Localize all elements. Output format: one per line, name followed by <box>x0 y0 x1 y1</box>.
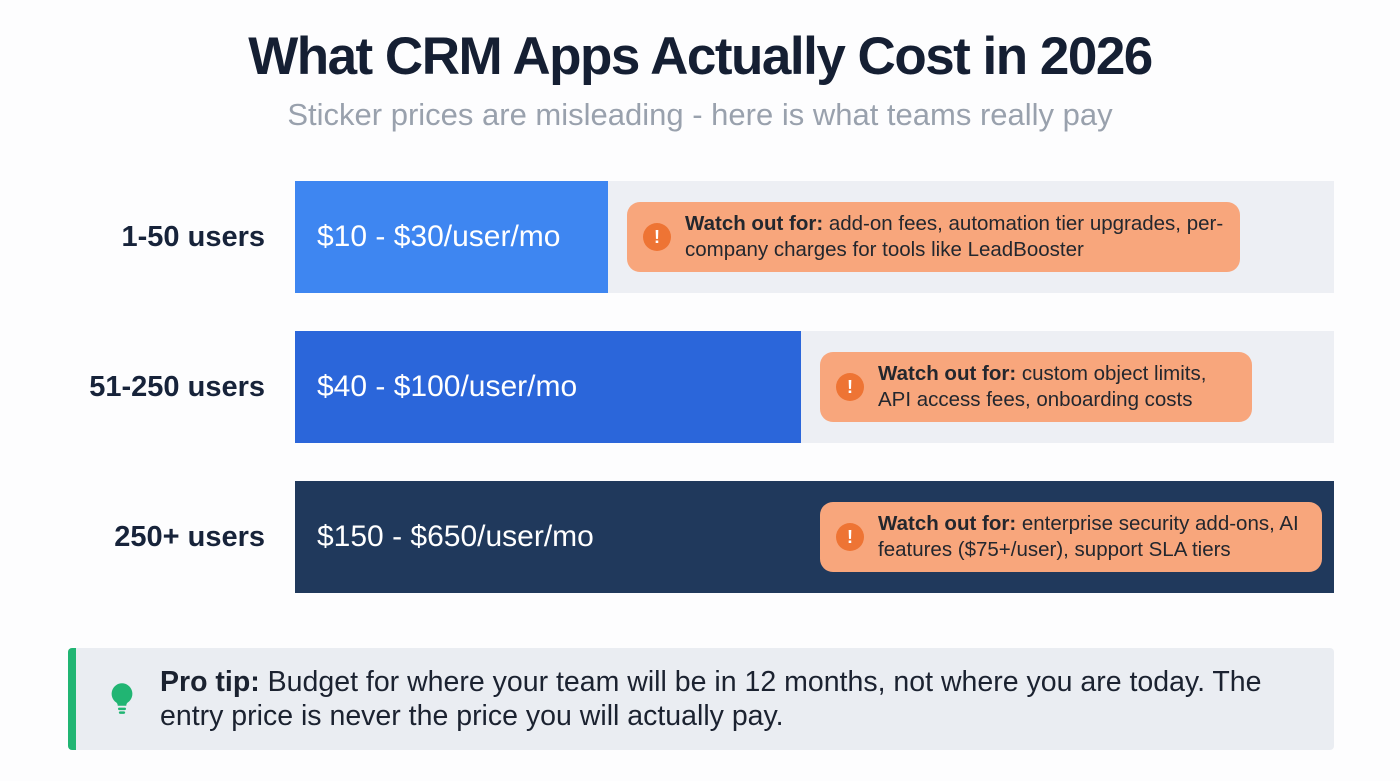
pro-tip-prefix: Pro tip: <box>160 666 260 698</box>
price-bar: $40 - $100/user/mo <box>295 331 801 443</box>
bar-track: $10 - $30/user/mo ! Watch out for: add-o… <box>295 181 1334 293</box>
warning-icon: ! <box>643 223 671 251</box>
lightbulb-icon <box>111 683 133 714</box>
price-range-label: $150 - $650/user/mo <box>317 520 594 553</box>
warning-callout: ! Watch out for: enterprise security add… <box>820 502 1322 572</box>
price-range-label: $40 - $100/user/mo <box>317 370 578 403</box>
warning-icon: ! <box>836 373 864 401</box>
row-label: 250+ users <box>114 520 265 553</box>
warning-prefix: Watch out for: <box>685 212 824 235</box>
pro-tip-text: Pro tip: Budget for where your team will… <box>160 665 1294 733</box>
pricing-row-large-team: 250+ users $150 - $650/user/mo ! Watch o… <box>0 481 1400 593</box>
price-range-label: $10 - $30/user/mo <box>317 220 561 253</box>
row-label: 51-250 users <box>89 370 265 403</box>
pricing-rows: 1-50 users $10 - $30/user/mo ! Watch out… <box>0 181 1400 593</box>
pricing-row-small-team: 1-50 users $10 - $30/user/mo ! Watch out… <box>0 181 1400 293</box>
row-label: 1-50 users <box>121 220 266 253</box>
warning-text: Watch out for: custom object limits, API… <box>878 361 1236 413</box>
price-bar: $10 - $30/user/mo <box>295 181 608 293</box>
page-subtitle: Sticker prices are misleading - here is … <box>287 97 1113 132</box>
warning-body: add-on fees, automation tier upgrades, p… <box>685 212 1224 261</box>
warning-body: custom object limits, API access fees, o… <box>878 362 1207 411</box>
pro-tip-body: Budget for where your team will be in 12… <box>160 666 1262 732</box>
warning-text: Watch out for: enterprise security add-o… <box>878 511 1306 563</box>
warning-callout: ! Watch out for: custom object limits, A… <box>820 352 1252 422</box>
warning-prefix: Watch out for: <box>878 512 1017 535</box>
warning-callout: ! Watch out for: add-on fees, automation… <box>627 202 1240 272</box>
crm-cost-infographic: What CRM Apps Actually Cost in 2026 Stic… <box>0 0 1400 750</box>
pricing-row-medium-team: 51-250 users $40 - $100/user/mo ! Watch … <box>0 331 1400 443</box>
page-title: What CRM Apps Actually Cost in 2026 <box>248 27 1153 86</box>
pro-tip-box: Pro tip: Budget for where your team will… <box>68 648 1334 750</box>
warning-icon: ! <box>836 523 864 551</box>
warning-prefix: Watch out for: <box>878 362 1017 385</box>
header: What CRM Apps Actually Cost in 2026 Stic… <box>0 0 1400 134</box>
warning-text: Watch out for: add-on fees, automation t… <box>685 211 1224 263</box>
warning-body: enterprise security add-ons, AI features… <box>878 512 1299 561</box>
bar-track: $150 - $650/user/mo ! Watch out for: ent… <box>295 481 1334 593</box>
bar-track: $40 - $100/user/mo ! Watch out for: cust… <box>295 331 1334 443</box>
